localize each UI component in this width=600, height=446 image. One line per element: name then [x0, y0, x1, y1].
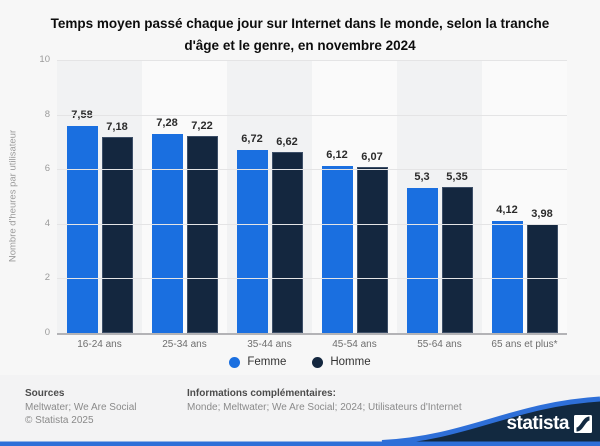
grid-line [57, 278, 567, 280]
x-axis-label: 35-44 ans [247, 339, 292, 350]
grid-line [57, 169, 567, 171]
bar-homme[interactable]: 7,18 [101, 121, 133, 333]
category-band: 4,12 3,98 65 ans et plus* [482, 60, 567, 350]
y-tick-label: 2 [44, 272, 50, 284]
bar-value-label: 6,12 [326, 148, 348, 161]
bar-femme[interactable]: 6,12 [321, 149, 353, 333]
grid-line [57, 60, 567, 61]
bar-homme[interactable]: 7,22 [186, 120, 218, 333]
bar-femme[interactable]: 4,12 [491, 204, 523, 333]
bar-value-label: 4,12 [496, 203, 518, 216]
bar-value-label: 3,98 [531, 208, 553, 221]
y-tick-label: 4 [44, 217, 50, 229]
x-axis-line [57, 333, 567, 335]
category-band: 5,3 5,35 55-64 ans [397, 60, 482, 350]
legend-dot [312, 356, 324, 368]
category-band: 7,58 7,18 16-24 ans [57, 60, 142, 350]
legend-label: Femme [247, 356, 287, 368]
y-tick-label: 10 [39, 54, 50, 65]
info-text: Monde; Meltwater; We Are Social; 2024; U… [187, 401, 462, 413]
bar-femme[interactable]: 6,72 [236, 133, 268, 333]
y-tick-label: 0 [44, 327, 50, 338]
bar-value-label: 5,35 [446, 170, 468, 183]
y-tick-label: 6 [44, 163, 50, 175]
bar-group: 6,12 6,07 [321, 149, 388, 333]
y-axis-title: Nombre d'heures par utilisateur [7, 129, 19, 263]
category-band: 6,12 6,07 45-54 ans [312, 60, 397, 350]
bar-homme[interactable]: 6,62 [271, 136, 303, 333]
bar-femme[interactable]: 7,58 [66, 109, 98, 333]
bar-value-label: 7,18 [106, 121, 128, 133]
bar-value-label: 6,07 [361, 151, 383, 164]
grid-line [57, 114, 567, 116]
x-axis-label: 16-24 ans [77, 339, 122, 350]
x-axis-label: 65 ans et plus* [491, 339, 558, 350]
bar-value-label: 6,62 [276, 136, 298, 149]
bar-homme[interactable]: 6,07 [356, 151, 388, 333]
bar-value-label: 7,22 [191, 119, 213, 132]
info-block: Informations complémentaires: Monde; Mel… [187, 387, 462, 414]
statista-wordmark: statista [506, 413, 569, 434]
statista-logo-icon [574, 414, 592, 433]
bar-group: 6,72 6,62 [236, 133, 303, 333]
page-title: Temps moyen passé chaque jour sur Intern… [50, 16, 550, 53]
bar-group: 4,12 3,98 [491, 204, 558, 333]
bar-femme[interactable]: 7,28 [151, 117, 183, 333]
sources-label: Sources [25, 388, 65, 399]
x-axis-label: 25-34 ans [162, 339, 207, 350]
category-band: 7,28 7,22 25-34 ans [142, 60, 227, 350]
copyright-text: © Statista 2025 [25, 415, 94, 426]
legend-dot [229, 356, 241, 368]
bar-group: 5,3 5,35 [406, 171, 473, 333]
y-tick-label: 8 [44, 108, 50, 120]
bar-group: 7,58 7,18 [66, 109, 133, 333]
bar-value-label: 6,72 [241, 132, 263, 145]
x-axis-label: 45-54 ans [332, 339, 377, 350]
sources-block: Sources Meltwater; We Are Social © Stati… [25, 387, 137, 428]
bar-homme[interactable]: 5,35 [441, 171, 473, 333]
category-band: 6,72 6,62 35-44 ans [227, 60, 312, 350]
legend-item-homme[interactable]: Homme [312, 356, 371, 368]
grid-line [57, 223, 567, 225]
sources-text: Meltwater; We Are Social [25, 401, 137, 413]
bar-value-label: 7,28 [156, 117, 178, 130]
legend-item-femme[interactable]: Femme [229, 356, 286, 368]
x-axis-label: 55-64 ans [417, 339, 462, 350]
statista-logo: statista [506, 414, 592, 433]
footer: Sources Meltwater; We Are Social © Stati… [0, 375, 600, 446]
bar-femme[interactable]: 5,3 [406, 171, 438, 333]
legend: Femme Homme [0, 356, 600, 368]
legend-label: Homme [330, 356, 371, 368]
info-label: Informations complémentaires: [187, 388, 336, 399]
bar-value-label: 5,3 [414, 171, 430, 184]
bar-group: 7,28 7,22 [151, 117, 218, 333]
